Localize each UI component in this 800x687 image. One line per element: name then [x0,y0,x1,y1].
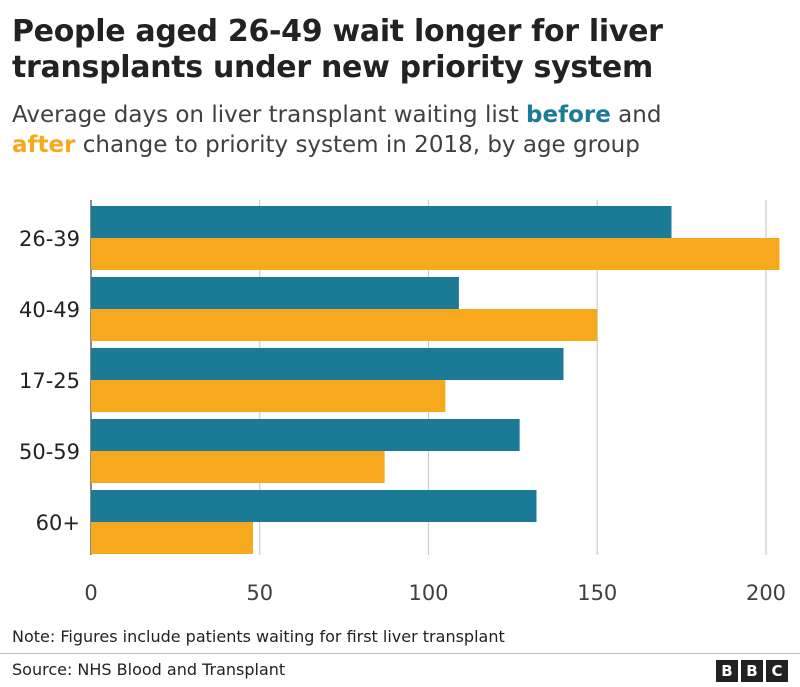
bar-after-60+ [91,522,253,554]
subtitle-text-3: change to priority system in 2018, by ag… [75,132,640,158]
bar-after-40-49 [91,309,598,341]
chart-note: Note: Figures include patients waiting f… [12,627,505,646]
x-axis-ticks: 0 50 100 150 200 [84,581,786,605]
category-label: 17-25 [19,369,80,393]
x-tick-label: 100 [408,581,448,605]
chart-subtitle: Average days on liver transplant waiting… [12,100,788,160]
category-labels: 26-39 40-49 17-25 50-59 60+ [19,227,80,535]
subtitle-text-1: Average days on liver transplant waiting… [12,102,527,128]
category-label: 26-39 [19,227,80,251]
x-tick-label: 200 [746,581,786,605]
category-label: 60+ [36,511,80,535]
x-tick-label: 50 [246,581,273,605]
category-label: 40-49 [19,298,80,322]
bar-before-40-49 [91,277,459,309]
footer-divider [0,653,800,654]
chart-source: Source: NHS Blood and Transplant [12,660,286,679]
subtitle-before-key: before [526,102,611,128]
chart-title: People aged 26-49 wait longer for liver … [12,14,663,85]
bars [91,206,780,554]
bar-before-60+ [91,490,537,522]
subtitle-text-2: and [610,102,662,128]
bbc-logo: B B C [716,660,788,682]
subtitle-after-key: after [12,132,76,158]
logo-letter-1: B [716,660,738,682]
bar-after-17-25 [91,380,446,412]
x-tick-label: 0 [84,581,97,605]
category-label: 50-59 [19,440,80,464]
bar-before-26-39 [91,206,672,238]
bar-after-26-39 [91,238,780,270]
bar-before-50-59 [91,419,520,451]
bar-before-17-25 [91,348,564,380]
bar-chart: 26-39 40-49 17-25 50-59 60+ 0 50 100 150 200 [19,200,786,605]
x-tick-label: 150 [577,581,617,605]
bar-after-50-59 [91,451,385,483]
logo-letter-3: C [766,660,788,682]
logo-letter-2: B [741,660,763,682]
